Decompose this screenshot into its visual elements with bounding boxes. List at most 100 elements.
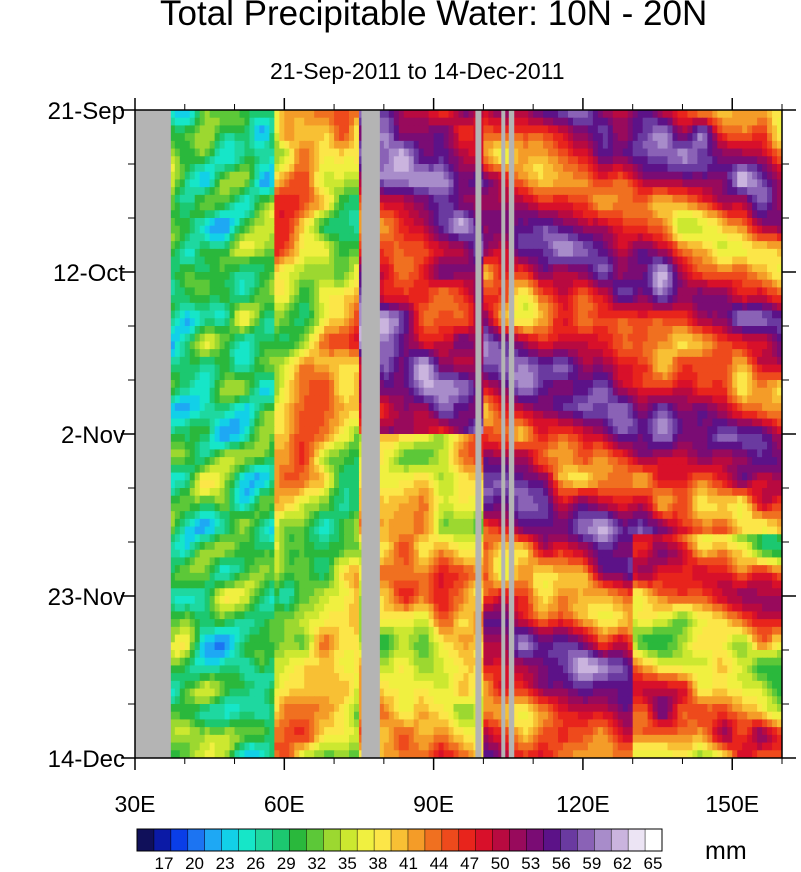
heatmap-cell — [657, 364, 664, 373]
heatmap-cell — [344, 140, 350, 150]
heatmap-cell — [254, 395, 261, 404]
heatmap-cell — [249, 225, 256, 235]
heatmap-cell — [587, 140, 594, 150]
heatmap-cell — [423, 202, 430, 211]
heatmap-cell — [408, 295, 415, 304]
heatmap-cell — [314, 387, 320, 397]
heatmap-cell — [443, 194, 450, 204]
heatmap-cell — [587, 264, 594, 273]
heatmap-cell — [737, 387, 743, 397]
heatmap-cell — [259, 133, 265, 142]
heatmap-cell — [299, 372, 305, 381]
heatmap-cell — [453, 125, 460, 134]
heatmap-cell — [747, 164, 753, 173]
heatmap-cell — [299, 164, 305, 173]
heatmap-cell — [274, 148, 280, 157]
heatmap-cell — [423, 326, 430, 335]
heatmap-cell — [747, 125, 753, 134]
heatmap-cell — [672, 148, 679, 157]
heatmap-cell — [234, 387, 241, 397]
heatmap-cell — [498, 318, 504, 327]
heatmap-cell — [433, 225, 440, 235]
heatmap-cell — [523, 395, 529, 404]
heatmap-cell — [169, 272, 176, 281]
heatmap-cell — [498, 187, 504, 196]
heatmap-cell — [757, 333, 763, 343]
heatmap-cell — [627, 187, 634, 196]
heatmap-cell — [528, 349, 534, 358]
heatmap-cell — [677, 156, 684, 165]
heatmap-cell — [199, 264, 206, 273]
heatmap-cell — [752, 395, 758, 404]
heatmap-cell — [169, 364, 176, 373]
heatmap-cell — [707, 287, 713, 296]
heatmap-cell — [304, 387, 310, 397]
heatmap-cell — [443, 349, 450, 358]
heatmap-cell — [329, 140, 335, 150]
heatmap-cell — [732, 187, 738, 196]
heatmap-cell — [433, 279, 440, 289]
heatmap-cell — [523, 140, 529, 150]
heatmap-cell — [548, 164, 554, 173]
heatmap-cell — [747, 356, 753, 366]
heatmap-cell — [174, 171, 181, 181]
heatmap-cell — [194, 110, 201, 119]
heatmap-cell — [682, 148, 689, 157]
heatmap-cell — [209, 279, 216, 289]
heatmap-cell — [767, 295, 773, 304]
heatmap-cell — [353, 395, 360, 404]
heatmap-cell — [383, 264, 390, 273]
heatmap-cell — [264, 140, 270, 150]
heatmap-cell — [174, 349, 181, 358]
heatmap-cell — [448, 148, 455, 157]
heatmap-cell — [353, 241, 360, 250]
heatmap-cell — [378, 256, 385, 265]
heatmap-cell — [279, 110, 285, 119]
heatmap-cell — [762, 140, 768, 150]
heatmap-cell — [289, 156, 295, 165]
heatmap-cell — [612, 364, 619, 373]
heatmap-cell — [393, 241, 400, 250]
heatmap-cell — [772, 248, 778, 258]
heatmap-cell — [762, 233, 768, 242]
heatmap-cell — [378, 364, 385, 373]
heatmap-cell — [184, 295, 191, 304]
heatmap-cell — [722, 272, 728, 281]
heatmap-cell — [563, 233, 569, 242]
heatmap-cell — [543, 202, 549, 211]
heatmap-cell — [582, 318, 589, 327]
heatmap-cell — [274, 179, 280, 188]
heatmap-cell — [597, 279, 604, 289]
heatmap-cell — [582, 372, 589, 381]
heatmap-cell — [448, 302, 455, 312]
heatmap-cell — [687, 125, 694, 134]
heatmap-cell — [627, 148, 634, 157]
heatmap-cell — [349, 248, 355, 258]
heatmap-cell — [747, 349, 753, 358]
heatmap-cell — [513, 395, 519, 404]
heatmap-cell — [433, 156, 440, 165]
heatmap-cell — [742, 248, 748, 258]
heatmap-cell — [428, 349, 435, 358]
heatmap-cell — [697, 295, 703, 304]
heatmap-cell — [692, 356, 698, 366]
heatmap-cell — [772, 110, 778, 119]
heatmap-cell — [314, 241, 320, 250]
heatmap-cell — [284, 279, 290, 289]
heatmap-cell — [702, 356, 708, 366]
heatmap-cell — [304, 248, 310, 258]
heatmap-cell — [587, 387, 594, 397]
heatmap-cell — [378, 241, 385, 250]
heatmap-cell — [344, 372, 350, 381]
heatmap-cell — [398, 210, 405, 219]
heatmap-cell — [702, 179, 708, 188]
heatmap-cell — [403, 241, 410, 250]
heatmap-cell — [752, 133, 758, 142]
heatmap-cell — [468, 387, 475, 397]
heatmap-cell — [767, 125, 773, 134]
heatmap-cell — [339, 279, 345, 289]
heatmap-cell — [239, 364, 246, 373]
heatmap-cell — [752, 387, 758, 397]
heatmap-cell — [453, 395, 460, 404]
heatmap-cell — [483, 248, 489, 258]
